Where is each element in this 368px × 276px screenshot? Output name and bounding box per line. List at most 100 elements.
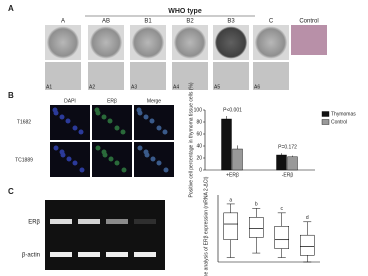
x-tick-label: +ERβ (226, 172, 239, 178)
column-label: Control (299, 19, 318, 25)
row-label: TC1889 (15, 157, 33, 163)
legend-label: Control (331, 119, 347, 125)
band-label: ERβ (28, 220, 40, 226)
y-tick-label: 0 (199, 167, 202, 173)
panel-label: A (8, 4, 14, 13)
nucleus (137, 110, 143, 116)
micrograph (291, 25, 327, 55)
band (106, 219, 128, 224)
micrograph (45, 62, 81, 90)
annotation: P<0.001 (223, 107, 242, 113)
nucleus (66, 156, 72, 162)
nucleus (120, 129, 126, 135)
y-tick-label: 40 (196, 143, 202, 149)
nucleus (137, 145, 143, 151)
y-label: The analysis of ERβ expression (mRNA 2-Δ… (203, 176, 209, 276)
x-tick-label: -ERβ (282, 172, 294, 178)
legend-label: Thymomas (331, 111, 356, 117)
box (300, 234, 315, 256)
nucleus (107, 118, 113, 124)
nucleus (60, 152, 66, 158)
box (223, 212, 238, 240)
micrograph-core (255, 26, 287, 59)
micrograph (130, 62, 166, 90)
column-label: ERβ (107, 98, 117, 104)
annotation: P=0.172 (278, 145, 297, 151)
column-label: DAPI (64, 98, 76, 104)
sublabel: A6 (254, 84, 260, 90)
column-label: C (269, 19, 274, 25)
nucleus (65, 118, 71, 124)
band-label: β-actin (22, 253, 40, 259)
nucleus (156, 125, 162, 131)
column-label: B1 (144, 19, 152, 25)
y-label: Positive cell percentage in thymoma tiss… (188, 82, 194, 197)
nucleus (150, 156, 156, 162)
nucleus (53, 110, 59, 116)
band (50, 219, 72, 224)
micrograph (253, 62, 289, 90)
band (50, 252, 72, 257)
micrograph (88, 62, 124, 90)
micrograph-core (132, 26, 164, 59)
band (134, 252, 156, 257)
nucleus (149, 118, 155, 124)
sublabel: A2 (89, 84, 95, 90)
row-label: T1682 (17, 119, 31, 125)
nucleus (101, 114, 107, 120)
micrograph-core (215, 26, 247, 59)
column-label: Merge (147, 98, 161, 104)
nucleus (102, 152, 108, 158)
panel-label: C (8, 187, 14, 196)
nucleus (72, 160, 78, 166)
nucleus (163, 167, 169, 173)
column-label: A (61, 19, 65, 25)
group-label: WHO type (168, 8, 202, 15)
bar (221, 118, 232, 171)
band (78, 219, 100, 224)
column-label: B3 (227, 19, 235, 25)
panel-label: B (8, 91, 14, 100)
annotation: c (281, 206, 284, 212)
band (78, 252, 100, 257)
nucleus (114, 160, 120, 166)
nucleus (79, 167, 85, 173)
nucleus (144, 152, 150, 158)
nucleus (78, 129, 84, 135)
annotation: d (306, 215, 309, 221)
nucleus (156, 160, 162, 166)
legend-swatch (321, 111, 330, 117)
nucleus (121, 167, 127, 173)
column-label: AB (102, 19, 110, 25)
band (134, 219, 156, 224)
box (249, 217, 264, 238)
micrograph (213, 62, 249, 90)
sublabel: A3 (131, 84, 137, 90)
sublabel: A4 (173, 84, 179, 90)
gel (45, 200, 165, 270)
legend-swatch (321, 119, 330, 125)
annotation: b (255, 202, 258, 208)
nucleus (95, 110, 101, 116)
micrograph-core (47, 26, 79, 59)
nucleus (95, 145, 101, 151)
y-tick-label: 60 (196, 131, 202, 137)
nucleus (162, 129, 168, 135)
column-label: B2 (186, 19, 194, 25)
bar (276, 154, 287, 171)
sublabel: A1 (46, 84, 52, 90)
box (274, 226, 289, 249)
nucleus (59, 114, 65, 120)
nucleus (114, 125, 120, 131)
y-tick-label: 80 (196, 119, 202, 125)
y-tick-label: 100 (194, 107, 203, 113)
sublabel: A5 (214, 84, 220, 90)
annotation: a (229, 197, 232, 203)
nucleus (53, 145, 59, 151)
micrograph-core (174, 26, 206, 59)
y-tick-label: 20 (196, 155, 202, 161)
nucleus (143, 114, 149, 120)
micrograph (172, 62, 208, 90)
nucleus (108, 156, 114, 162)
